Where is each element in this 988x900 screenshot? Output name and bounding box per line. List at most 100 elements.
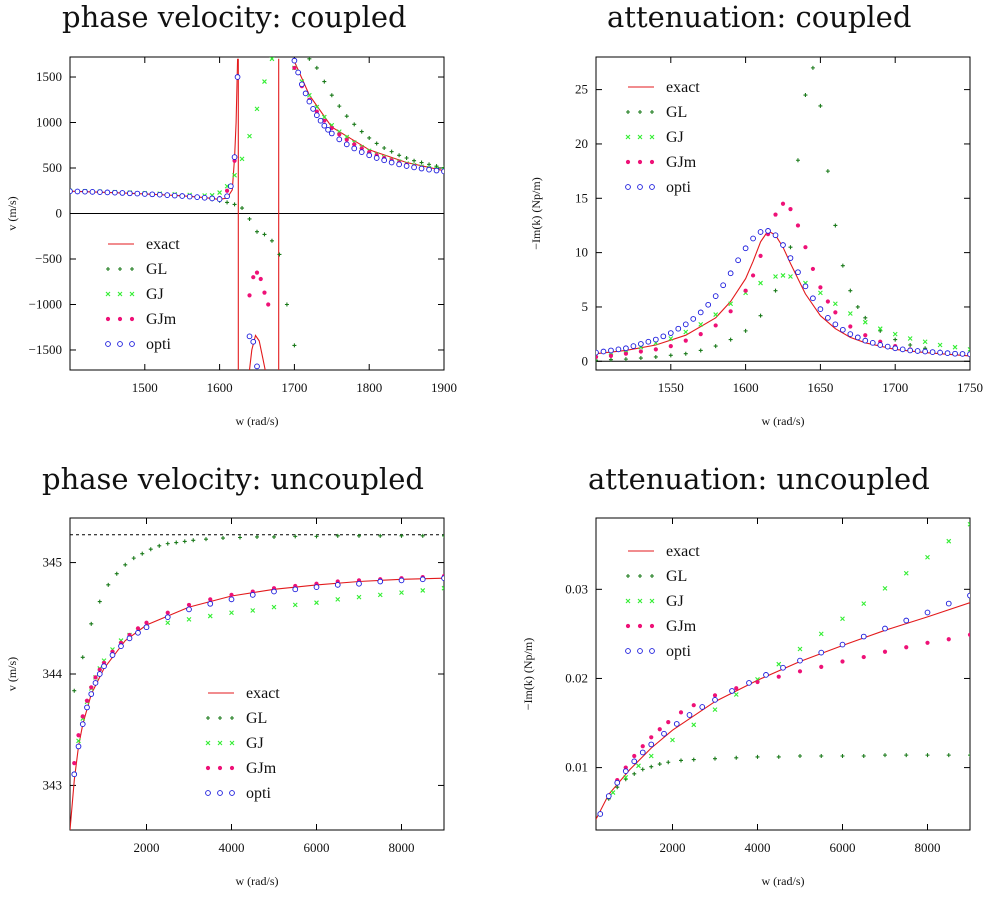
data-point xyxy=(101,663,107,670)
data-point xyxy=(733,692,739,697)
legend-swatch xyxy=(649,159,655,165)
data-point xyxy=(869,339,876,346)
data-point xyxy=(649,735,654,740)
data-point xyxy=(908,343,913,348)
data-point xyxy=(713,323,718,328)
data-point xyxy=(358,149,365,155)
legend-swatch xyxy=(625,648,631,654)
data-point xyxy=(164,192,171,198)
data-point xyxy=(412,158,417,163)
data-point xyxy=(191,538,196,543)
legend-label: exact xyxy=(666,79,700,96)
legend-swatch xyxy=(217,790,223,796)
data-point xyxy=(780,242,786,248)
data-point xyxy=(140,551,145,556)
series-opti xyxy=(597,592,970,817)
x-tick-label: 1700 xyxy=(281,380,307,395)
data-point xyxy=(638,356,643,361)
data-point xyxy=(126,190,133,197)
legend-swatch xyxy=(650,574,654,578)
series-opti xyxy=(70,57,444,370)
data-point xyxy=(209,195,215,202)
legend-swatch xyxy=(625,184,631,190)
data-point xyxy=(313,584,320,590)
data-point xyxy=(292,65,297,71)
legend-swatch xyxy=(637,159,643,165)
legend-label: GJ xyxy=(666,129,684,146)
data-point xyxy=(208,597,213,602)
legend-swatch xyxy=(117,316,123,322)
data-point xyxy=(314,65,319,70)
data-point xyxy=(231,154,238,160)
data-point xyxy=(795,269,801,276)
y-tick-label: 0 xyxy=(56,206,63,221)
data-point xyxy=(860,633,867,640)
data-point xyxy=(686,712,693,718)
data-point xyxy=(661,730,667,737)
x-axis-label: w (rad/s) xyxy=(762,874,805,888)
x-tick-label: 1900 xyxy=(431,380,457,395)
data-point xyxy=(321,114,327,120)
data-point xyxy=(70,188,73,195)
data-point xyxy=(441,575,444,582)
legend-swatch xyxy=(626,574,630,578)
chart-title: phase velocity: coupled xyxy=(62,0,407,34)
plot-frame xyxy=(595,517,971,831)
data-point xyxy=(683,351,688,356)
legend-label: GL xyxy=(666,568,687,585)
data-point xyxy=(810,65,815,70)
data-point xyxy=(171,192,178,199)
data-point xyxy=(743,328,748,333)
data-point xyxy=(272,534,276,539)
legend-swatch xyxy=(217,740,223,746)
data-point xyxy=(96,671,103,677)
data-point xyxy=(727,270,734,277)
y-axis-label: v (m/s) xyxy=(5,657,19,691)
data-point xyxy=(817,306,824,312)
legend-swatch xyxy=(637,134,643,140)
data-point xyxy=(848,324,853,329)
data-point xyxy=(922,348,928,355)
data-point xyxy=(420,533,425,538)
data-point xyxy=(335,596,341,602)
legend-label: GJ xyxy=(666,593,684,610)
data-point xyxy=(224,188,230,193)
data-point xyxy=(743,288,748,293)
data-point xyxy=(597,811,604,817)
data-point xyxy=(165,541,170,546)
data-point xyxy=(343,141,350,148)
data-point xyxy=(221,536,225,541)
plot-area xyxy=(596,65,970,363)
legend-label: exact xyxy=(246,685,280,702)
data-point xyxy=(649,764,654,769)
data-point xyxy=(328,130,335,137)
data-point xyxy=(148,547,153,552)
legend-swatch xyxy=(637,648,643,654)
data-point xyxy=(797,646,803,652)
data-point xyxy=(97,599,102,604)
data-point xyxy=(186,193,193,200)
data-point xyxy=(757,229,764,235)
data-point xyxy=(750,235,756,242)
data-point xyxy=(683,338,688,343)
data-point xyxy=(240,206,245,211)
data-point xyxy=(247,293,252,298)
data-point xyxy=(788,274,793,279)
data-point xyxy=(952,344,958,350)
data-point xyxy=(968,753,970,758)
y-tick-label: −1500 xyxy=(29,342,62,357)
data-point xyxy=(284,302,289,307)
data-point xyxy=(638,341,644,347)
data-point xyxy=(335,533,340,538)
data-point xyxy=(712,693,718,698)
data-point xyxy=(356,594,362,600)
data-point xyxy=(366,152,373,159)
y-tick-label: 0.01 xyxy=(565,760,588,775)
data-point xyxy=(165,620,171,626)
data-point xyxy=(144,620,149,625)
data-point xyxy=(314,600,319,606)
data-point xyxy=(399,590,404,596)
x-tick-label: 1750 xyxy=(957,380,983,395)
data-point xyxy=(691,722,697,728)
